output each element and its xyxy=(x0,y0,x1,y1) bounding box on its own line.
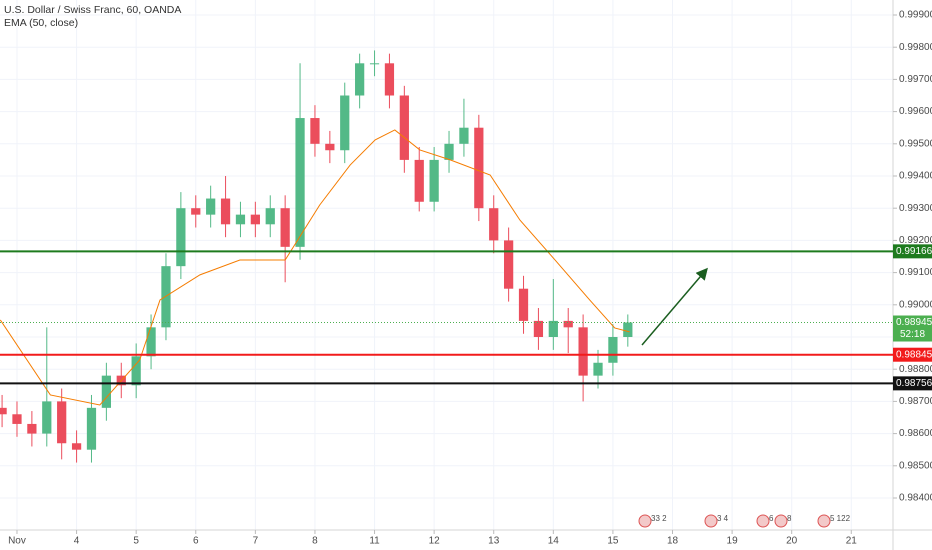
x-tick-label: 21 xyxy=(846,536,858,547)
countdown: 52:18 xyxy=(900,329,925,340)
candle-body xyxy=(265,208,275,225)
candle-body xyxy=(355,63,365,96)
candle-body xyxy=(12,414,22,424)
x-tick-label: 20 xyxy=(786,536,798,547)
candle-body xyxy=(131,356,141,386)
candle-body xyxy=(206,198,216,215)
candle-body xyxy=(563,320,573,328)
event-label: 33 2 xyxy=(651,514,667,523)
candle-body xyxy=(504,240,514,289)
event-icon xyxy=(638,514,652,528)
ema-line xyxy=(0,129,630,406)
event-label: 8 xyxy=(787,514,792,523)
level-label-bg xyxy=(893,244,932,259)
candle-body xyxy=(459,127,469,144)
x-tick-label: 19 xyxy=(727,536,739,547)
y-tick-label: 0.98400 xyxy=(899,493,932,504)
candle-body xyxy=(27,423,37,434)
event-icon xyxy=(704,514,718,528)
level-label: 0.98756 xyxy=(896,378,932,389)
candle-body xyxy=(369,63,380,65)
y-tick-label: 0.98500 xyxy=(899,460,932,471)
candle-body xyxy=(623,322,633,337)
candle-body xyxy=(533,320,544,337)
candle-body xyxy=(220,198,231,225)
candle-body xyxy=(384,63,395,96)
candle-body xyxy=(340,95,350,151)
y-tick-label: 0.99900 xyxy=(899,10,932,21)
level-label-bg xyxy=(893,376,932,391)
y-tick-label: 0.99800 xyxy=(899,42,932,53)
x-tick-label: 13 xyxy=(488,536,500,547)
y-tick-label: 0.98800 xyxy=(899,364,932,375)
y-tick-label: 0.99400 xyxy=(899,171,932,182)
candle-body xyxy=(176,208,186,267)
event-label: 6 xyxy=(769,514,774,523)
y-tick-label: 0.99300 xyxy=(899,203,932,214)
candle-body xyxy=(280,208,290,247)
candle-body xyxy=(518,288,529,321)
candle-body xyxy=(71,443,82,450)
event-icon xyxy=(774,514,788,528)
candle-body xyxy=(101,375,111,408)
event-label: 5 122 xyxy=(830,514,851,523)
candle-body xyxy=(310,118,320,144)
candle-body xyxy=(608,336,618,363)
last-price-label: 0.98945 xyxy=(896,317,932,328)
x-tick-label: 15 xyxy=(607,536,619,547)
candle-body xyxy=(593,362,603,376)
y-tick-label: 0.99700 xyxy=(899,74,932,85)
candle-body xyxy=(399,95,409,160)
y-tick-label: 0.99100 xyxy=(899,267,932,278)
chart-title: U.S. Dollar / Swiss Franc, 60, OANDA xyxy=(4,4,181,16)
candle-body xyxy=(444,143,454,160)
indicator-label: EMA (50, close) xyxy=(4,17,78,29)
candle-body xyxy=(235,214,246,225)
candle-body xyxy=(295,118,305,247)
arrow xyxy=(641,267,708,346)
x-tick-label: 4 xyxy=(74,536,80,547)
event-icon xyxy=(756,514,770,528)
x-tick-label: 8 xyxy=(312,536,318,547)
candle-body xyxy=(42,401,52,434)
x-tick-label: 6 xyxy=(193,536,199,547)
x-tick-label: 18 xyxy=(667,536,679,547)
y-tick-label: 0.98600 xyxy=(899,428,932,439)
candle-body xyxy=(250,214,260,225)
y-tick-label: 0.99500 xyxy=(899,138,932,149)
candle-body xyxy=(489,208,499,241)
x-tick-label: 12 xyxy=(429,536,441,547)
candle-body xyxy=(191,208,201,215)
y-tick-label: 0.99200 xyxy=(899,235,932,246)
event-icon xyxy=(817,514,831,528)
candle-body xyxy=(146,327,156,357)
event-label: 3 4 xyxy=(717,514,729,523)
candle-body xyxy=(86,407,97,450)
candle-body xyxy=(57,401,67,444)
y-tick-label: 0.99000 xyxy=(899,299,932,310)
x-tick-label: 14 xyxy=(548,536,560,547)
x-tick-label: 7 xyxy=(253,536,259,547)
x-tick-label: Nov xyxy=(8,536,26,547)
x-tick-label: 5 xyxy=(133,536,139,547)
level-label: 0.99166 xyxy=(896,246,932,257)
candle-body xyxy=(325,143,335,151)
x-tick-label: 11 xyxy=(369,536,380,547)
candle-body xyxy=(0,407,7,415)
y-tick-label: 0.99600 xyxy=(899,106,932,117)
y-tick-label: 0.98700 xyxy=(899,396,932,407)
candle-body xyxy=(578,327,588,376)
candle-body xyxy=(474,127,484,209)
candle-body xyxy=(429,159,439,202)
level-label: 0.98845 xyxy=(896,349,932,360)
candle-body xyxy=(548,320,558,337)
last-price-bg xyxy=(893,315,932,342)
level-label-bg xyxy=(893,347,932,362)
candle-body xyxy=(414,159,424,202)
